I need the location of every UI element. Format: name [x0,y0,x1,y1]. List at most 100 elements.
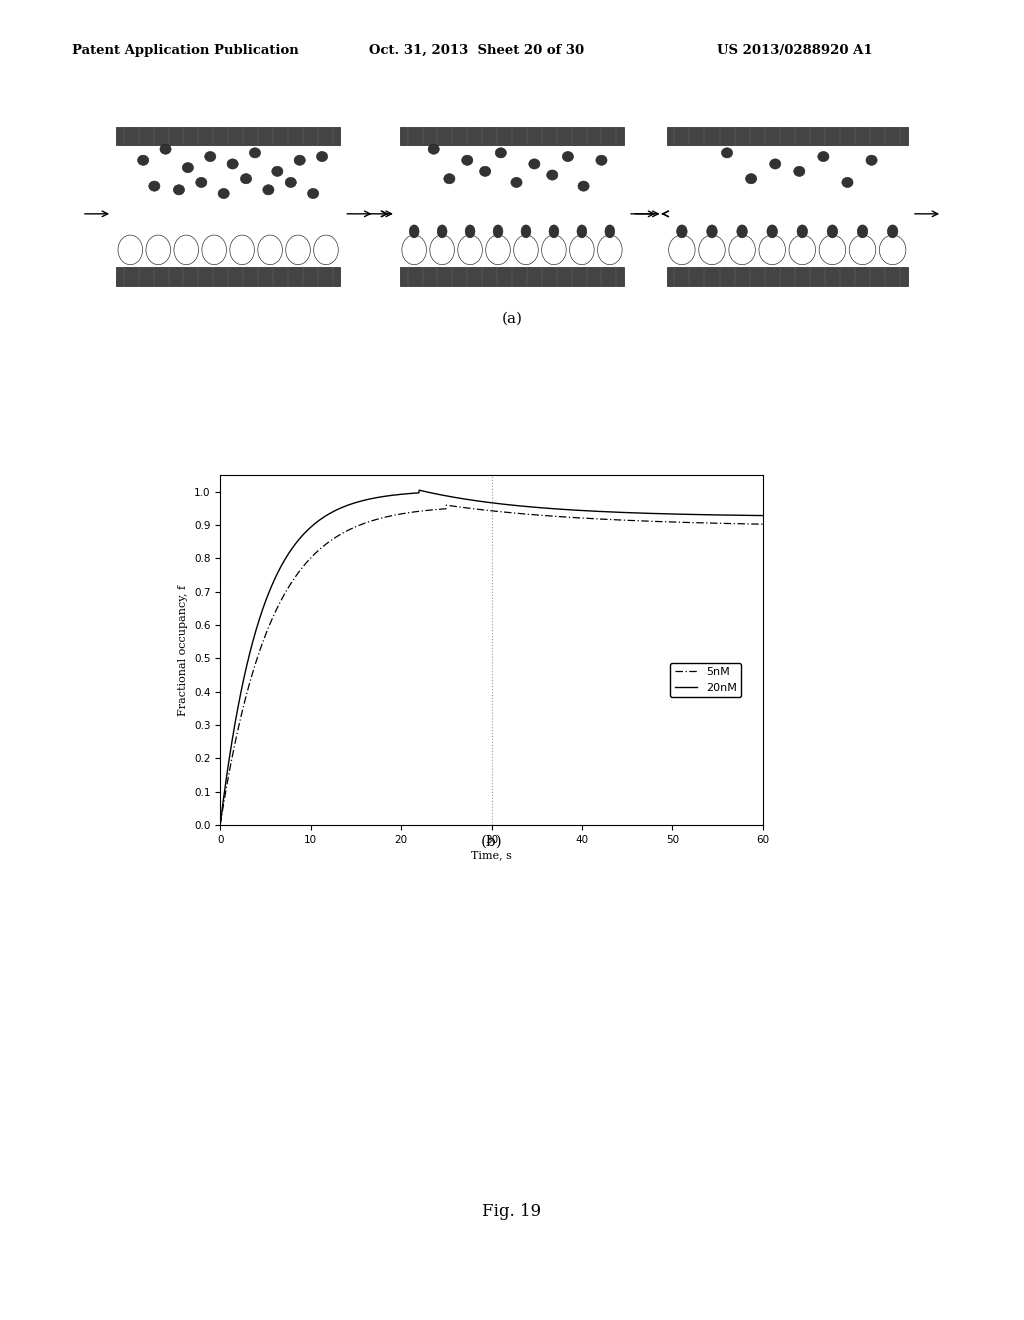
Text: Fig. 19: Fig. 19 [482,1204,542,1220]
Ellipse shape [137,156,148,165]
Ellipse shape [218,189,229,198]
5nM [741,516,754,532]
Legend: 5nM, 20nM: 5nM, 20nM [670,663,741,697]
Ellipse shape [866,156,878,165]
Ellipse shape [521,224,530,238]
Ellipse shape [313,235,338,264]
Ellipse shape [767,224,777,238]
Ellipse shape [849,235,876,264]
Ellipse shape [842,177,853,187]
Ellipse shape [737,224,748,238]
Ellipse shape [819,235,846,264]
20nM [741,507,754,523]
Text: Patent Application Publication: Patent Application Publication [72,44,298,57]
5nM [757,516,769,532]
Ellipse shape [148,181,160,191]
Ellipse shape [857,224,867,238]
Ellipse shape [437,224,447,238]
Ellipse shape [458,235,482,264]
Ellipse shape [173,185,184,195]
Line: 5nM: 5nM [220,506,763,825]
Text: (b): (b) [480,834,503,849]
Ellipse shape [227,158,239,169]
Ellipse shape [428,144,439,154]
Ellipse shape [549,224,559,238]
Text: Oct. 31, 2013  Sheet 20 of 30: Oct. 31, 2013 Sheet 20 of 30 [369,44,584,57]
X-axis label: Time, s: Time, s [471,850,512,861]
Text: (a): (a) [502,312,522,326]
Ellipse shape [794,166,805,177]
Ellipse shape [202,235,226,264]
Ellipse shape [578,181,589,191]
Ellipse shape [479,166,490,177]
Ellipse shape [443,174,455,183]
Ellipse shape [596,156,607,165]
Ellipse shape [241,174,252,183]
5nM [440,498,453,513]
Ellipse shape [286,235,310,264]
Ellipse shape [494,224,503,238]
Ellipse shape [250,148,260,158]
Ellipse shape [263,185,274,195]
Ellipse shape [729,235,756,264]
5nM [478,502,490,517]
Bar [667,268,907,286]
Ellipse shape [797,224,808,238]
Ellipse shape [888,224,898,238]
Ellipse shape [827,224,838,238]
Ellipse shape [880,235,906,264]
Ellipse shape [410,224,419,238]
Ellipse shape [514,235,539,264]
Ellipse shape [698,235,725,264]
Ellipse shape [542,235,566,264]
Ellipse shape [285,177,296,187]
Ellipse shape [307,189,318,198]
Ellipse shape [401,235,426,264]
Ellipse shape [229,235,254,264]
20nM [464,492,476,508]
Ellipse shape [770,158,781,169]
Ellipse shape [528,158,540,169]
Ellipse shape [569,235,594,264]
Ellipse shape [547,170,558,180]
20nM [642,506,654,521]
Ellipse shape [759,235,785,264]
5nM [242,681,254,697]
Ellipse shape [511,177,522,187]
Ellipse shape [598,235,623,264]
5nM [464,500,476,516]
20nM [741,507,754,523]
20nM [242,653,254,669]
Ellipse shape [271,166,283,177]
Ellipse shape [174,235,199,264]
Ellipse shape [707,224,717,238]
Ellipse shape [677,224,687,238]
Ellipse shape [496,148,507,158]
Text: US 2013/0288920 A1: US 2013/0288920 A1 [717,44,872,57]
5nM [642,513,654,529]
Bar [117,268,340,286]
Ellipse shape [205,152,216,161]
Ellipse shape [818,152,829,161]
Ellipse shape [182,162,194,173]
Bar [400,268,624,286]
20nM [413,482,425,498]
Ellipse shape [745,174,757,183]
Bar [117,127,340,145]
Ellipse shape [316,152,328,161]
Y-axis label: Fractional occupancy, f: Fractional occupancy, f [178,585,188,715]
Line: 20nM: 20nM [220,490,763,825]
Ellipse shape [669,235,695,264]
Ellipse shape [605,224,614,238]
20nM [214,817,226,833]
Ellipse shape [118,235,142,264]
Ellipse shape [258,235,283,264]
Ellipse shape [562,152,573,161]
Ellipse shape [160,144,171,154]
Ellipse shape [294,156,305,165]
Ellipse shape [722,148,732,158]
Ellipse shape [146,235,171,264]
Bar [400,127,624,145]
Ellipse shape [462,156,473,165]
Ellipse shape [430,235,455,264]
